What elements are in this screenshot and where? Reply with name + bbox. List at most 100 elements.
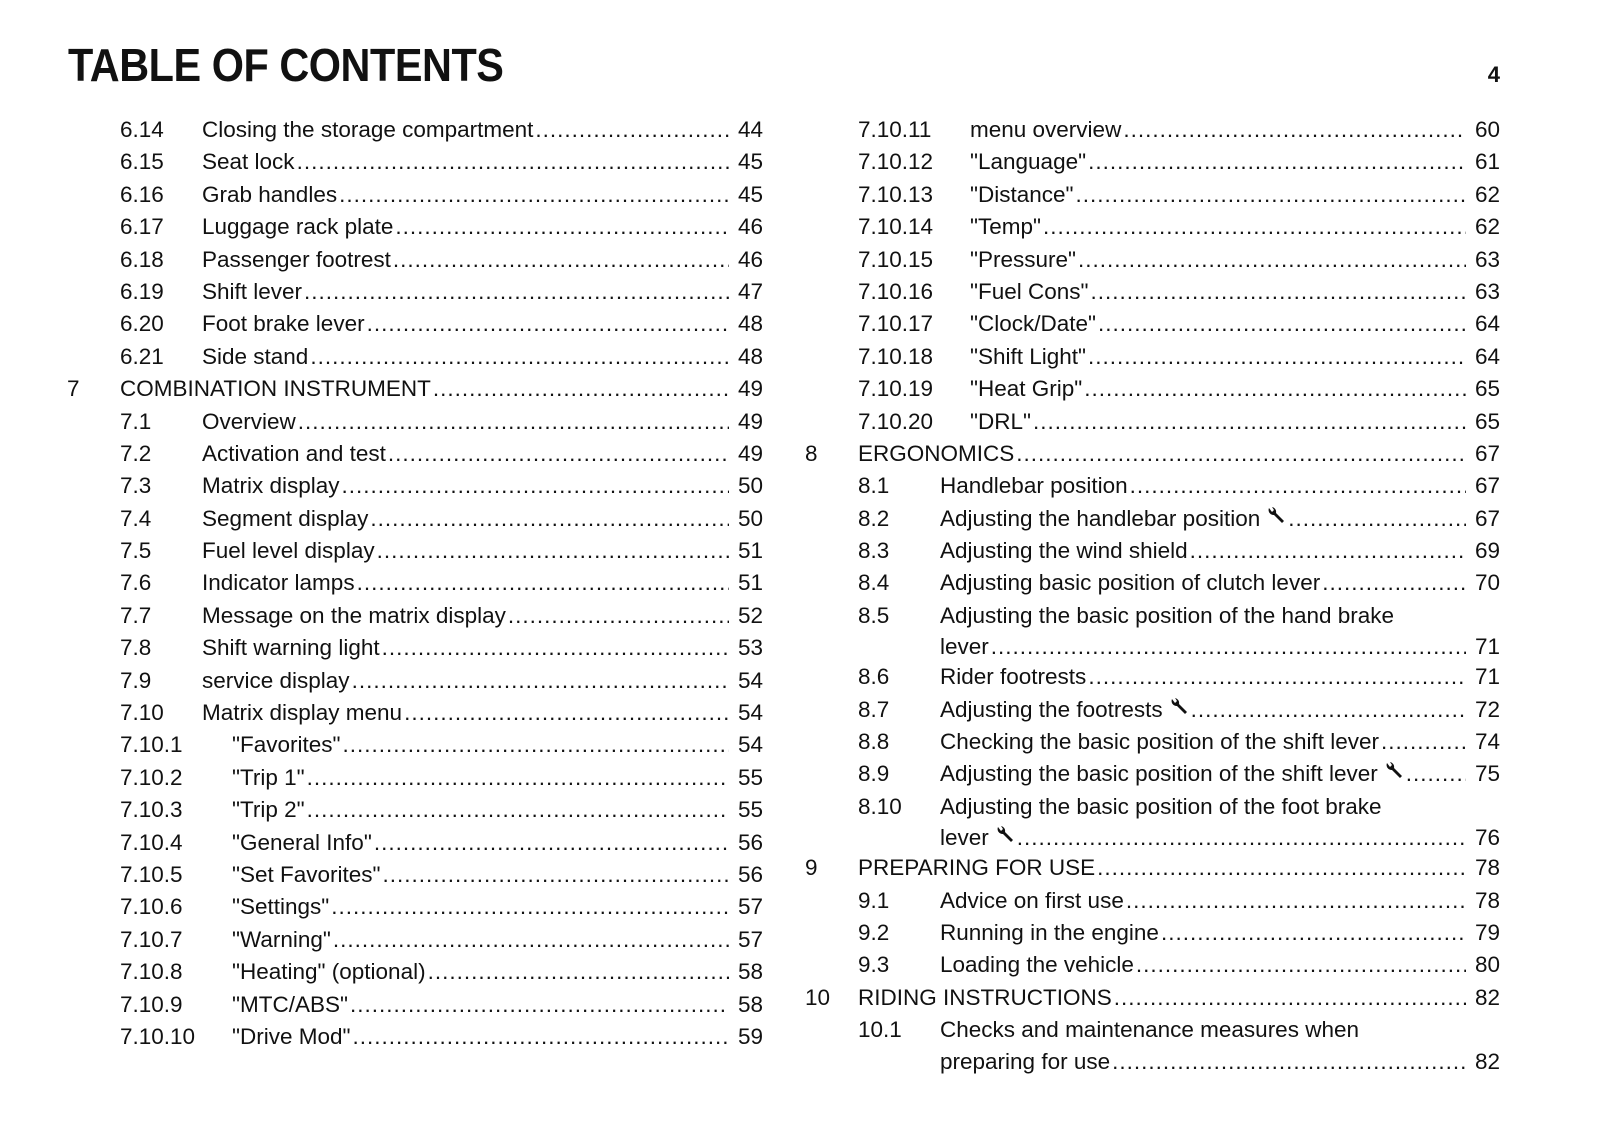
toc-entry[interactable]: 7.2 Activation and test..................… [67, 438, 763, 470]
toc-entry[interactable]: 7.10.14 "Temp"...........................… [805, 211, 1500, 243]
dot-leader: ........................................… [304, 278, 729, 304]
toc-entry[interactable]: 7.10.11 menu overview....................… [805, 114, 1500, 146]
entry-number: 9.3 [858, 952, 890, 978]
toc-entry[interactable]: 7.10.4 "General Info"....................… [67, 827, 763, 859]
dot-leader: ........................................… [373, 829, 729, 855]
toc-entry[interactable]: 7.10.3 "Trip 2"..........................… [67, 794, 763, 826]
toc-entry[interactable]: 6.18 Passenger footrest..................… [67, 244, 763, 276]
toc-entry[interactable]: 7 COMBINATION INSTRUMENT.................… [67, 373, 763, 405]
entry-number: 7.10.2 [120, 764, 183, 790]
toc-entry[interactable]: 7.10.9 "MTC/ABS".........................… [67, 989, 763, 1021]
wrench-icon [1266, 503, 1286, 535]
toc-entry[interactable]: 7.10.18 "Shift Light"....................… [805, 341, 1500, 373]
entry-page: 55 [737, 764, 763, 790]
toc-entry[interactable]: 7.10.13 "Distance".......................… [805, 179, 1500, 211]
toc-entry[interactable]: 7.10.12 "Language".......................… [805, 146, 1500, 178]
entry-number: 8.3 [858, 538, 890, 564]
toc-entry[interactable]: 7.10.8 "Heating" (optional)..............… [67, 956, 763, 988]
toc-entry[interactable]: 9 PREPARING FOR USE......................… [805, 852, 1500, 884]
dot-leader: ........................................… [432, 376, 729, 402]
toc-entry[interactable]: 7.10.6 "Settings"........................… [67, 891, 763, 923]
toc-entry[interactable]: 9.2 Running in the engine................… [805, 917, 1500, 949]
toc-entry[interactable]: 7.9 service display......................… [67, 665, 763, 697]
toc-entry[interactable]: 9.3 Loading the vehicle..................… [805, 949, 1500, 981]
entry-number: 7.10.1 [120, 732, 183, 758]
toc-entry[interactable]: 8.1 Handlebar position...................… [805, 470, 1500, 502]
toc-entry[interactable]: 10 RIDING INSTRUCTIONS...................… [805, 982, 1500, 1014]
dot-leader: ........................................… [535, 117, 729, 142]
dot-leader: ........................................… [387, 440, 729, 466]
entry-number: 7.10.15 [858, 246, 934, 272]
entry-number: 7.10.4 [120, 829, 183, 855]
toc-entry[interactable]: 7.7 Message on the matrix display........… [67, 600, 763, 632]
entry-page: 60 [1474, 117, 1500, 142]
entry-page: 74 [1474, 729, 1500, 755]
entry-number: 7.10.11 [858, 117, 932, 142]
entry-number: 6.19 [120, 278, 164, 304]
toc-entry[interactable]: 6.17 Luggage rack plate..................… [67, 211, 763, 243]
toc-entry[interactable]: 7.10.15 "Pressure".......................… [805, 244, 1500, 276]
dot-leader: ........................................… [1123, 117, 1466, 142]
toc-entry[interactable]: 6.20 Foot brake lever....................… [67, 308, 763, 340]
toc-entry[interactable]: 7.8 Shift warning light..................… [67, 632, 763, 664]
toc-entry[interactable]: 7.3 Matrix display.......................… [67, 470, 763, 502]
dot-leader: ........................................… [376, 538, 729, 564]
toc-entry[interactable]: 8.8 Checking the basic position of the sh… [805, 726, 1500, 758]
toc-entry[interactable]: 8.5 Adjusting the basic position of the h… [805, 600, 1500, 632]
toc-entry[interactable]: 6.15 Seat lock...........................… [67, 146, 763, 178]
toc-entry[interactable]: 7.4 Segment display......................… [67, 503, 763, 535]
entry-number: 7.10.19 [858, 376, 934, 402]
toc-entry[interactable]: 7.5 Fuel level display...................… [67, 535, 763, 567]
toc-entry[interactable]: 9.1 Advice on first use..................… [805, 885, 1500, 917]
toc-entry[interactable]: 8.7 Adjusting the footrests..............… [805, 694, 1500, 726]
entry-number: 7.10.14 [858, 214, 934, 240]
toc-entry[interactable]: 7.10 Matrix display menu.................… [67, 697, 763, 729]
entry-number: 7.9 [120, 667, 152, 693]
entry-page: 80 [1474, 952, 1500, 978]
toc-entry[interactable]: 6.14 Closing the storage compartment.....… [67, 114, 763, 146]
toc-entry[interactable]: preparing for use.......................… [805, 1047, 1500, 1076]
toc-entry[interactable]: 6.16 Grab handles........................… [67, 179, 763, 211]
dot-leader: ........................................… [306, 764, 729, 790]
entry-number: 6.15 [120, 149, 164, 175]
toc-entry[interactable]: 7.10.2 "Trip 1"..........................… [67, 762, 763, 794]
toc-entry[interactable]: 8.3 Adjusting the wind shield............… [805, 535, 1500, 567]
entry-title: ERGONOMICS [858, 440, 1015, 466]
entry-title: Overview [202, 408, 296, 434]
toc-entry[interactable]: 7.10.10 "Drive Mod"......................… [67, 1021, 763, 1053]
toc-entry[interactable]: 8.4 Adjusting basic position of clutch le… [805, 567, 1500, 599]
entry-page: 54 [737, 667, 763, 693]
toc-entry[interactable]: 8.2 Adjusting the handlebar position.....… [805, 503, 1500, 535]
dot-leader: ........................................… [1135, 952, 1466, 978]
entry-number: 7.10.12 [858, 149, 934, 175]
dot-leader: ........................................… [1043, 214, 1466, 240]
toc-entry[interactable]: 6.19 Shift lever.........................… [67, 276, 763, 308]
toc-entry[interactable]: 6.21 Side stand..........................… [67, 341, 763, 373]
toc-entry[interactable]: 7.10.19 "Heat Grip"......................… [805, 373, 1500, 405]
toc-entry[interactable]: 7.1 Overview.............................… [67, 406, 763, 438]
toc-entry[interactable]: lever...................................… [805, 632, 1500, 661]
toc-entry[interactable]: 7.10.7 "Warning".........................… [67, 924, 763, 956]
entry-title: Matrix display menu [202, 700, 403, 726]
toc-entry[interactable]: 7.10.17 "Clock/Date".....................… [805, 308, 1500, 340]
toc-entry[interactable]: 7.10.16 "Fuel Cons"......................… [805, 276, 1500, 308]
entry-number: 9.1 [858, 887, 890, 913]
entry-title: Loading the vehicle [940, 952, 1134, 978]
toc-entry[interactable]: 7.10.5 "Set Favorites"...................… [67, 859, 763, 891]
entry-title: Adjusting the wind shield [940, 538, 1188, 564]
entry-number: 7.10.5 [120, 861, 183, 887]
toc-entry[interactable]: 7.6 Indicator lamps......................… [67, 567, 763, 599]
toc-entry[interactable]: lever...................................… [805, 823, 1500, 852]
toc-entry[interactable]: 10.1 Checks and maintenance measures when [805, 1014, 1500, 1046]
toc-entry[interactable]: 8.9 Adjusting the basic position of the s… [805, 758, 1500, 790]
entry-title: "Warning" [232, 926, 331, 952]
entry-title: Adjusting the footrests [940, 696, 1163, 722]
toc-entry[interactable]: 8.6 Rider footrests......................… [805, 661, 1500, 693]
entry-page: 56 [737, 861, 763, 887]
toc-entry[interactable]: 7.10.20 "DRL"............................… [805, 406, 1500, 438]
toc-entry[interactable]: 8.10 Adjusting the basic position of the … [805, 791, 1500, 823]
toc-entry[interactable]: 7.10.1 "Favorites".......................… [67, 729, 763, 761]
toc-entry[interactable]: 8 ERGONOMICS.............................… [805, 438, 1500, 470]
dot-leader: ........................................… [392, 246, 729, 272]
entry-title: "Distance" [970, 181, 1074, 207]
